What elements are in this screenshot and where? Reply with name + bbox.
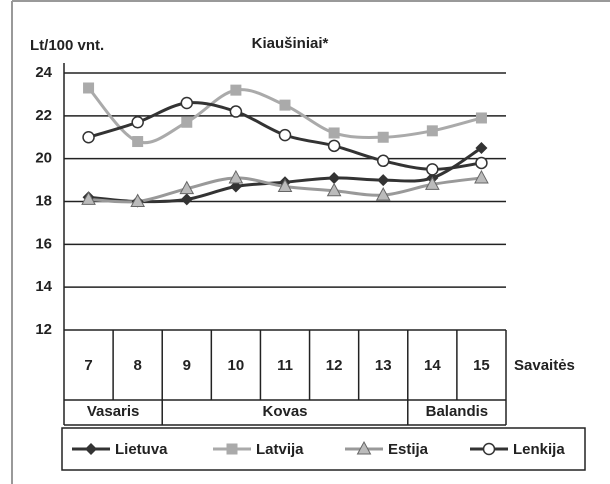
marker bbox=[377, 131, 389, 143]
marker bbox=[377, 174, 390, 187]
legend-marker bbox=[356, 440, 372, 455]
month-label: Balandis bbox=[426, 403, 489, 420]
marker bbox=[278, 128, 292, 142]
marker bbox=[130, 193, 146, 207]
marker bbox=[132, 136, 144, 148]
marker bbox=[475, 112, 487, 124]
month-label: Kovas bbox=[262, 403, 307, 420]
marker bbox=[376, 154, 390, 168]
legend-label: Lietuva bbox=[115, 441, 168, 458]
y-tick-label: 16 bbox=[35, 235, 52, 252]
marker bbox=[131, 116, 144, 129]
y-tick-label: 24 bbox=[35, 64, 52, 81]
marker bbox=[279, 99, 291, 111]
x-tick-label: 12 bbox=[326, 357, 343, 374]
legend-box bbox=[61, 427, 586, 471]
x-tick-label: 9 bbox=[183, 357, 191, 374]
marker bbox=[327, 139, 341, 153]
series-line bbox=[88, 146, 483, 204]
legend-marker bbox=[482, 442, 496, 456]
y-tick-label: 20 bbox=[35, 150, 52, 167]
y-tick-label: 22 bbox=[35, 107, 52, 124]
marker bbox=[229, 180, 242, 193]
marker bbox=[230, 84, 242, 96]
marker bbox=[475, 141, 488, 154]
marker bbox=[229, 105, 243, 118]
marker bbox=[424, 176, 440, 190]
marker bbox=[326, 182, 342, 197]
marker bbox=[228, 169, 244, 184]
marker bbox=[475, 156, 488, 170]
chart-title: Kiaušiniai* bbox=[252, 35, 329, 52]
y-axis-label: Lt/100 vnt. bbox=[30, 37, 104, 54]
x-tick-label: 15 bbox=[473, 357, 490, 374]
legend-label: Estija bbox=[388, 441, 429, 458]
legend-label: Latvija bbox=[256, 441, 304, 458]
marker bbox=[82, 131, 95, 144]
marker bbox=[180, 96, 194, 110]
marker bbox=[426, 125, 438, 137]
y-tick-label: 12 bbox=[35, 321, 52, 338]
marker bbox=[81, 191, 96, 205]
legend-marker bbox=[85, 443, 97, 455]
marker bbox=[474, 169, 489, 184]
x-tick-label: 13 bbox=[375, 357, 392, 374]
marker bbox=[328, 127, 340, 139]
y-tick-label: 14 bbox=[35, 278, 52, 295]
marker bbox=[277, 178, 293, 193]
marker bbox=[426, 163, 439, 176]
x-tick-label: 7 bbox=[84, 357, 92, 374]
marker bbox=[83, 82, 95, 94]
marker bbox=[180, 193, 193, 206]
marker bbox=[179, 180, 195, 195]
marker bbox=[181, 116, 193, 128]
marker bbox=[375, 187, 391, 201]
x-axis-label: Savaitės bbox=[514, 357, 575, 374]
month-label: Vasaris bbox=[87, 403, 140, 420]
x-tick-label: 14 bbox=[424, 357, 441, 374]
x-tick-label: 8 bbox=[133, 357, 141, 374]
y-tick-label: 18 bbox=[35, 192, 52, 209]
legend-marker bbox=[226, 443, 238, 455]
legend-label: Lenkija bbox=[513, 441, 565, 458]
marker bbox=[328, 171, 341, 184]
x-tick-label: 10 bbox=[228, 357, 245, 374]
x-tick-label: 11 bbox=[277, 357, 293, 374]
